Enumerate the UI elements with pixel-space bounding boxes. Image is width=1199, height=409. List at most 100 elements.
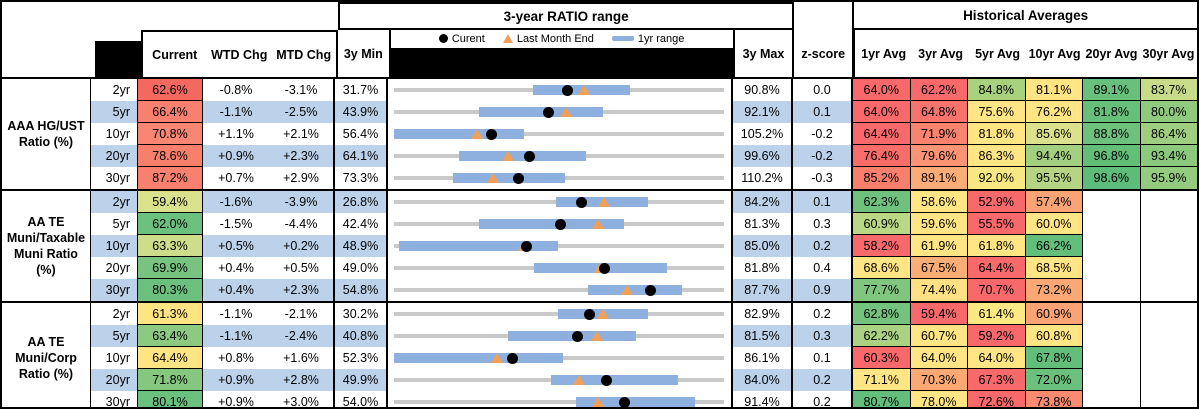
legend-1yr-range-label: 1yr range	[637, 32, 685, 45]
range-chart	[388, 167, 733, 189]
cell-avg: 55.5%	[968, 213, 1026, 235]
cell-avg: 60.9%	[853, 213, 911, 235]
tenor-header-black-box	[94, 41, 141, 77]
historical-averages-cells: 58.2% 61.9% 61.8% 66.2%	[853, 235, 1197, 257]
cell-z-score: -0.3	[793, 167, 853, 189]
current-marker	[601, 374, 613, 386]
current-dot-icon	[438, 34, 448, 43]
col-header-5yr-avg: 5yr Avg	[975, 46, 1021, 61]
cell-avg: 60.8%	[1025, 325, 1083, 347]
cell-avg	[1140, 391, 1197, 407]
cell-current: 69.9%	[137, 257, 203, 279]
cell-avg: 61.8%	[968, 235, 1026, 257]
cell-avg	[1140, 347, 1197, 369]
cell-wtd-chg: -0.8%	[219, 83, 253, 97]
cell-z-score: 0.9	[793, 279, 853, 301]
cell-3y-max: 105.2%	[733, 123, 793, 145]
cell-avg: 64.0%	[853, 79, 911, 101]
cell-z-score: 0.1	[793, 101, 853, 123]
cell-z-score: 0.1	[793, 347, 853, 369]
cell-mtd-chg: +2.9%	[269, 167, 335, 189]
cell-avg: 92.0%	[968, 167, 1026, 189]
cell-mtd-chg: -2.1%	[269, 303, 335, 325]
cell-3y-max: 99.6%	[733, 145, 793, 167]
current-marker	[543, 106, 554, 118]
cell-avg: 67.3%	[968, 369, 1026, 391]
cell-3y-max: 81.5%	[733, 325, 793, 347]
cell-mtd-chg: +2.3%	[269, 145, 335, 167]
range-line	[394, 244, 724, 248]
cell-3y-max: 110.2%	[733, 167, 793, 189]
cell-mtd-chg: +0.2%	[269, 235, 335, 257]
cell-mtd-chg: +3.0%	[269, 391, 335, 407]
tenor-label: 30yr	[91, 279, 137, 301]
cell-avg	[1083, 257, 1141, 279]
col-header-3y-min: 3y Min	[338, 30, 391, 77]
cell-current: 62.6%	[137, 79, 203, 101]
cell-avg: 60.9%	[1025, 303, 1083, 325]
range-chart	[388, 369, 733, 391]
cell-avg	[1140, 257, 1197, 279]
table-row: 5yr 66.4% -1.1% -2.5% 43.9% 92.1% 0.1 64.0% 64.8…	[91, 101, 1197, 123]
cell-avg: 95.9%	[1140, 167, 1197, 189]
range-chart	[388, 145, 733, 167]
tenor-label: 20yr	[91, 369, 137, 391]
cell-avg: 68.6%	[853, 257, 911, 279]
table-row: 10yr 64.4% +0.8% +1.6% 52.3% 86.1% 0.1 60.3% 64.…	[91, 347, 1197, 369]
col-header-mtd-chg: MTD Chg	[276, 47, 332, 62]
cell-avg	[1140, 235, 1197, 257]
tenor-label: 20yr	[105, 261, 130, 275]
cell-z-score: -0.2	[793, 123, 853, 145]
current-marker	[572, 330, 584, 342]
cell-avg: 57.4%	[1025, 191, 1083, 213]
cell-avg: 75.6%	[968, 101, 1026, 123]
section-label: AA TE Muni/Taxable Muni Ratio (%)	[2, 191, 91, 301]
range-line	[394, 288, 724, 292]
cell-avg: 64.0%	[968, 347, 1026, 369]
col-header-30yr-avg: 30yr Avg	[1142, 46, 1195, 61]
cell-wtd-chg: +0.4%	[218, 261, 254, 275]
cell-avg: 59.6%	[910, 213, 968, 235]
table-row: 20yr 78.6% +0.9% +2.3% 64.1% 99.6% -0.2 76.4% 79…	[91, 145, 1197, 167]
cell-avg	[1140, 303, 1197, 325]
last-month-end-marker	[596, 309, 609, 319]
one-year-range-bar-icon	[611, 36, 634, 41]
table-row: 5yr 62.0% -1.5% -4.4% 42.4% 81.3% 0.3 60.9% 59.6…	[91, 213, 1197, 235]
legend-1yr-range: 1yr range	[611, 32, 685, 45]
cell-avg	[1140, 325, 1197, 347]
cell-current: 61.3%	[137, 303, 203, 325]
cell-avg: 94.4%	[1025, 145, 1083, 167]
cell-avg: 86.4%	[1140, 123, 1197, 145]
cell-avg: 70.7%	[968, 279, 1026, 301]
one-year-range-bar	[394, 129, 524, 139]
col-header-current: Current	[152, 47, 198, 62]
cell-avg: 70.3%	[910, 369, 968, 391]
current-marker	[583, 308, 595, 320]
cell-avg: 71.9%	[910, 123, 968, 145]
cell-wtd-chg: -1.1%	[203, 325, 269, 347]
chart-group-title: 3-year RATIO range	[337, 2, 795, 30]
cell-3y-min: 56.4%	[335, 123, 388, 145]
cell-avg: 74.4%	[910, 279, 968, 301]
cell-3y-max: 84.0%	[733, 369, 793, 391]
cell-avg: 73.2%	[1025, 279, 1083, 301]
cell-avg: 96.8%	[1083, 145, 1141, 167]
cell-mtd-chg: -2.5%	[269, 101, 335, 123]
value-columns-header: Current WTD Chg MTD Chg	[140, 30, 338, 77]
avg-columns-header: 1yr Avg 3yr Avg 5yr Avg 10yr Avg 20yr Av…	[854, 30, 1197, 77]
cell-3y-min: 64.1%	[335, 145, 388, 167]
cell-3y-min: 42.4%	[335, 213, 388, 235]
cell-avg: 64.8%	[910, 101, 968, 123]
col-header-20yr-avg: 20yr Avg	[1085, 46, 1138, 61]
section-rows: 2yr 61.3% -1.1% -2.1% 30.2% 82.9% 0.2 62.8% 59.4…	[91, 303, 1197, 409]
cell-avg: 80.7%	[853, 391, 911, 407]
col-header-10yr-avg: 10yr Avg	[1028, 46, 1081, 61]
cell-wtd-chg: +0.9%	[203, 369, 269, 391]
group-label-header	[2, 30, 95, 77]
cell-wtd-chg: +0.9%	[218, 395, 254, 409]
cell-avg: 79.6%	[910, 145, 968, 167]
cell-avg: 93.4%	[1140, 145, 1197, 167]
cell-wtd-chg: -1.1%	[219, 307, 253, 321]
cell-3y-max: 91.4%	[733, 391, 793, 407]
table-row: 2yr 62.6% -0.8% -3.1% 31.7% 90.8% 0.0 64.0% 62.2…	[91, 79, 1197, 101]
